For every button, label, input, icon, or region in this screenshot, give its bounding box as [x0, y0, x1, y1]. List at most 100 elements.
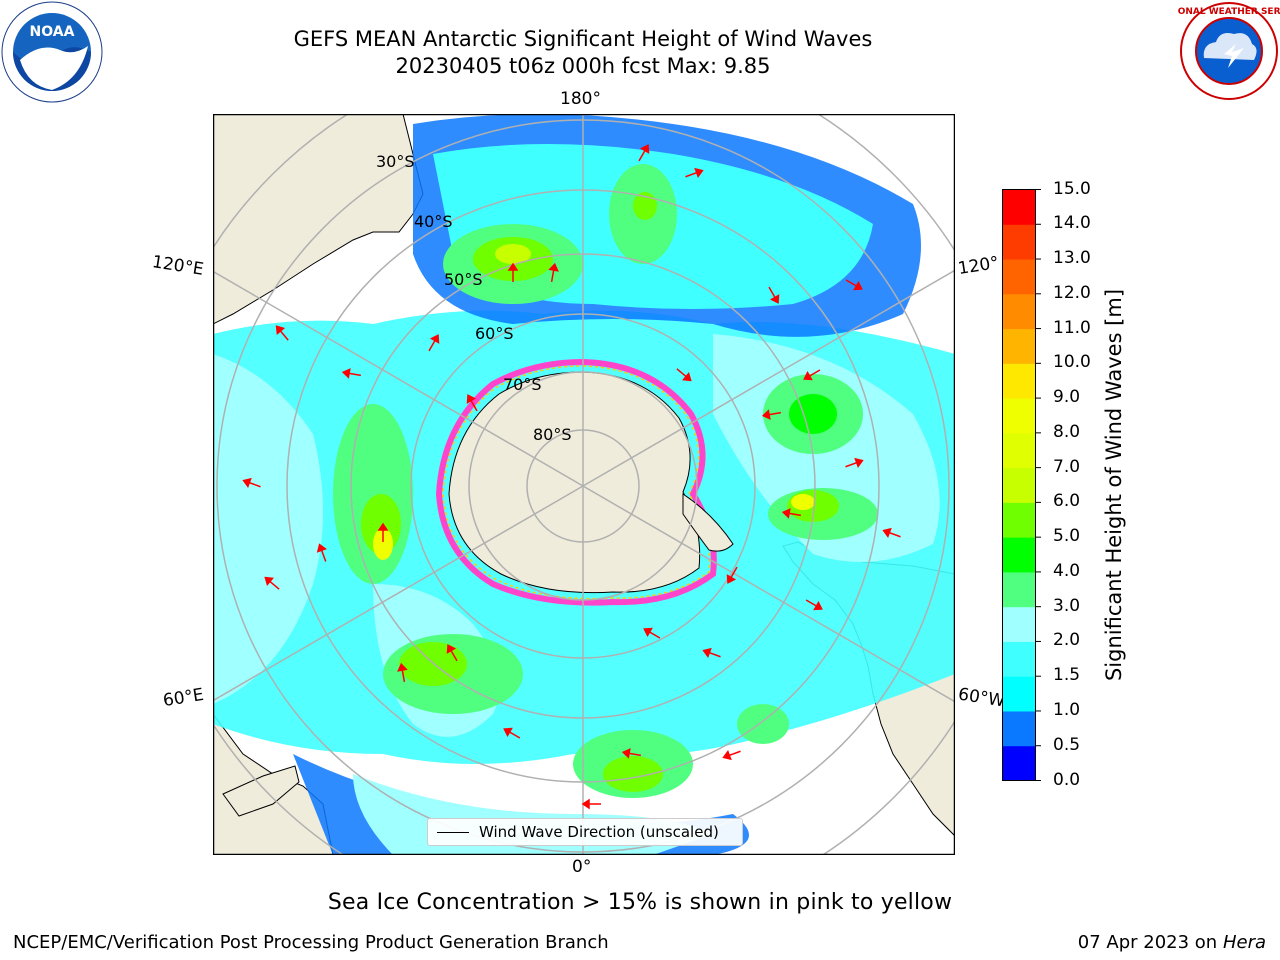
wind-arrow	[341, 368, 362, 379]
lat-label-30s: 30°S	[376, 152, 415, 171]
colorbar-bin	[1002, 571, 1036, 608]
wind-arrow	[768, 286, 780, 304]
polar-map	[213, 114, 955, 855]
wind-arrow	[676, 368, 692, 382]
colorbar-tick-label: 0.5	[1053, 734, 1081, 755]
colorbar-bin	[1002, 676, 1036, 712]
generation-date-text: 07 Apr 2023 on	[1077, 932, 1223, 953]
colorbar-bin	[1002, 224, 1036, 260]
nws-logo-text: NATIONAL WEATHER SERVICE	[1178, 7, 1280, 17]
colorbar-tick-label: 15.0	[1053, 178, 1091, 199]
colorbar-tick-label: 1.0	[1053, 699, 1081, 720]
colorbar-title-wrap: Significant Height of Wind Waves [m]	[1100, 190, 1160, 780]
wind-arrow	[275, 325, 289, 341]
colorbar-tick-label: 4.0	[1053, 560, 1081, 581]
wind-arrow	[581, 798, 601, 810]
colorbar-bins	[1002, 189, 1036, 781]
colorbar-tick-label: 14.0	[1053, 213, 1091, 234]
colorbar-bin	[1002, 606, 1036, 642]
colorbar-bin	[1002, 293, 1036, 330]
colorbar-tick-label: 11.0	[1053, 317, 1091, 338]
wind-arrow	[781, 508, 802, 519]
nws-logo: NATIONAL WEATHER SERVICE	[1154, 0, 1280, 102]
colorbar-tick-label: 2.0	[1053, 630, 1081, 651]
colorbar-bin	[1002, 328, 1036, 364]
wind-arrow	[466, 394, 478, 412]
colorbar-bin	[1002, 502, 1036, 538]
wind-arrow	[503, 727, 521, 739]
wind-arrow	[882, 527, 901, 538]
lat-label-70s: 70°S	[503, 375, 542, 394]
colorbar-tick-label: 1.5	[1053, 665, 1081, 686]
colorbar-tick-label: 7.0	[1053, 456, 1081, 477]
chart-subtitle: 20230405 t06z 000h fcst Max: 9.85	[395, 54, 771, 78]
wind-arrow	[264, 576, 280, 590]
colorbar-bin	[1002, 537, 1036, 573]
wind-arrow	[726, 566, 738, 584]
legend-line-swatch	[437, 832, 469, 833]
graticule	[213, 114, 955, 855]
colorbar-bin	[1002, 398, 1036, 434]
colorbar-tick-label: 10.0	[1053, 352, 1091, 373]
wind-arrow	[242, 477, 261, 488]
wind-arrow	[507, 262, 519, 282]
colorbar-title: Significant Height of Wind Waves [m]	[1102, 288, 1126, 682]
sea-ice-edge-yellow	[442, 365, 711, 600]
legend-label: Wind Wave Direction (unscaled)	[479, 823, 719, 841]
colorbar-bin	[1002, 467, 1036, 503]
colorbar-bin	[1002, 641, 1036, 677]
lon-label-60e: 60°E	[161, 684, 206, 712]
colorbar-tick-label: 8.0	[1053, 421, 1081, 442]
noaa-logo: NOAA	[0, 0, 104, 104]
colorbar-tick-label: 6.0	[1053, 491, 1081, 512]
colorbar-bin	[1002, 710, 1036, 747]
wind-arrow	[803, 369, 821, 381]
colorbar-bin	[1002, 363, 1036, 399]
lat-label-40s: 40°S	[414, 212, 453, 231]
colorbar-bin	[1002, 745, 1036, 781]
lat-label-60s: 60°S	[475, 324, 514, 343]
map-legend: Wind Wave Direction (unscaled)	[427, 818, 743, 846]
wind-arrow	[446, 644, 458, 662]
colorbar-tick-label: 9.0	[1053, 387, 1081, 408]
wind-arrow	[805, 599, 823, 611]
colorbar-bin	[1002, 259, 1036, 295]
lon-label-0: 0°	[572, 857, 592, 877]
wind-arrow	[377, 522, 389, 542]
generation-date: 07 Apr 2023 on Hera	[1078, 932, 1266, 953]
wind-arrow	[643, 627, 661, 639]
colorbar-tick-label: 0.0	[1053, 769, 1081, 790]
lon-label-60w: 60°W	[956, 684, 1007, 712]
wind-arrow	[397, 662, 408, 683]
sea-ice-note: Sea Ice Concentration > 15% is shown in …	[327, 890, 953, 915]
wind-wave-arrows	[242, 144, 901, 810]
machine-name: Hera	[1222, 932, 1266, 953]
wind-arrow	[428, 334, 440, 352]
wind-arrow	[845, 279, 863, 291]
colorbar-bin	[1002, 432, 1036, 469]
colorbar-tick-label: 12.0	[1053, 282, 1091, 303]
lon-label-120e: 120°E	[150, 252, 205, 280]
wind-arrow	[685, 167, 704, 178]
colorbar-frame	[1002, 189, 1036, 781]
wind-arrow	[638, 144, 650, 162]
lon-label-180: 180°	[560, 89, 601, 109]
colorbar	[1002, 189, 1041, 781]
wind-arrow	[316, 543, 327, 562]
land-madagascar	[222, 765, 300, 817]
chart-title: GEFS MEAN Antarctic Significant Height o…	[293, 27, 873, 51]
noaa-logo-text: NOAA	[30, 24, 75, 40]
producer-credit: NCEP/EMC/Verification Post Processing Pr…	[13, 932, 609, 953]
lat-label-50s: 50°S	[444, 270, 483, 289]
wind-arrow	[621, 748, 642, 759]
lat-label-80s: 80°S	[533, 425, 572, 444]
colorbar-tick-label: 3.0	[1053, 595, 1081, 616]
colorbar-tick-label: 13.0	[1053, 248, 1091, 269]
wind-arrow	[548, 262, 559, 283]
lon-label-120w: 120°	[956, 252, 1001, 280]
wind-arrow	[722, 750, 741, 761]
wind-arrow	[845, 457, 864, 468]
wind-arrow	[702, 647, 721, 658]
wind-arrow	[761, 409, 782, 420]
land-antarctica	[448, 371, 701, 594]
